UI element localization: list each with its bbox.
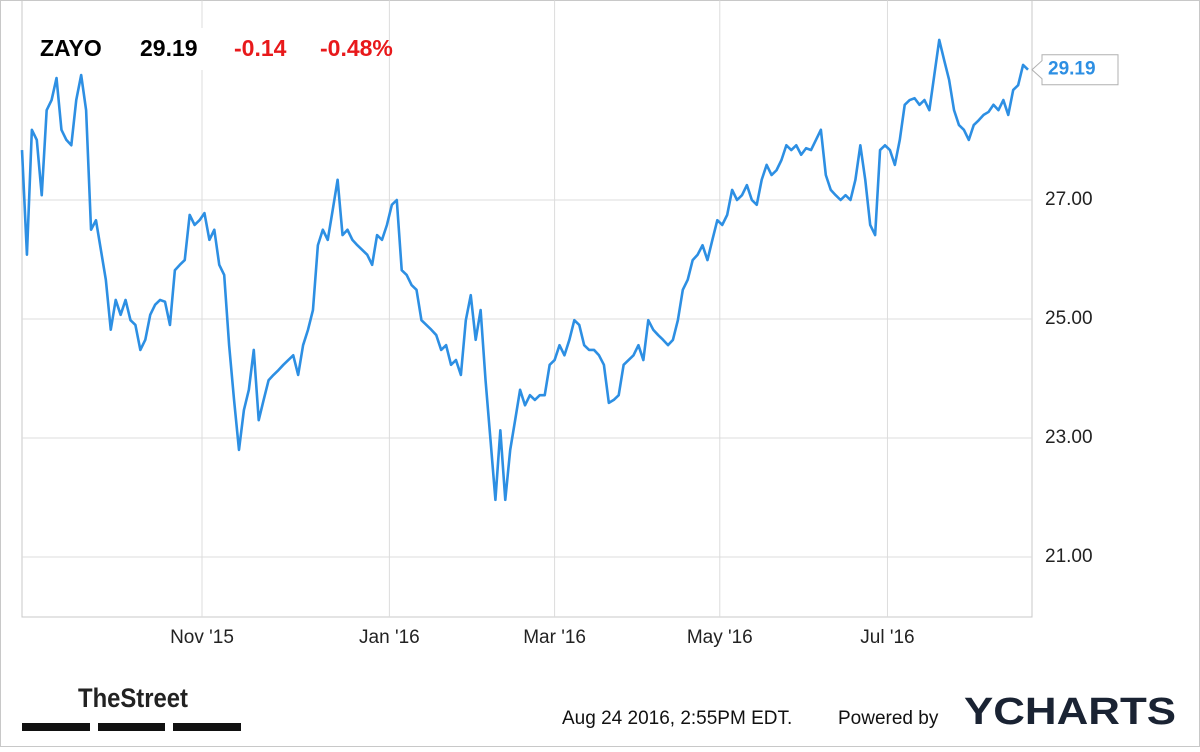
powered-by: Powered by xyxy=(838,708,939,729)
ticker: ZAYO xyxy=(40,35,102,61)
x-tick-label: Jan '16 xyxy=(359,627,420,648)
logo-bar xyxy=(173,723,241,731)
y-tick-label: 25.00 xyxy=(1045,308,1093,329)
logo-bar xyxy=(22,723,90,731)
change: -0.14 xyxy=(234,35,287,61)
y-tick-label: 21.00 xyxy=(1045,546,1093,567)
y-tick-label: 23.00 xyxy=(1045,427,1093,448)
x-tick-label: May '16 xyxy=(687,627,753,648)
price: 29.19 xyxy=(140,35,198,61)
source-logo: TheStreet xyxy=(78,683,188,713)
y-tick-label: 27.00 xyxy=(1045,189,1093,210)
x-tick-label: Mar '16 xyxy=(523,627,586,648)
grid xyxy=(22,0,1032,617)
header-box xyxy=(30,28,226,70)
change-pct: -0.48% xyxy=(320,35,393,61)
x-tick-label: Jul '16 xyxy=(860,627,914,648)
marks xyxy=(20,38,1029,502)
x-tick-label: Nov '15 xyxy=(170,627,234,648)
brand-logo: YCHARTS xyxy=(964,691,1176,733)
logo-bar xyxy=(98,723,165,731)
last-value-box xyxy=(1031,54,1119,86)
timestamp: Aug 24 2016, 2:55PM EDT. xyxy=(562,708,792,729)
plot-area xyxy=(21,0,1033,618)
price-line xyxy=(20,38,1029,502)
last-value-label: 29.19 xyxy=(1048,59,1096,80)
